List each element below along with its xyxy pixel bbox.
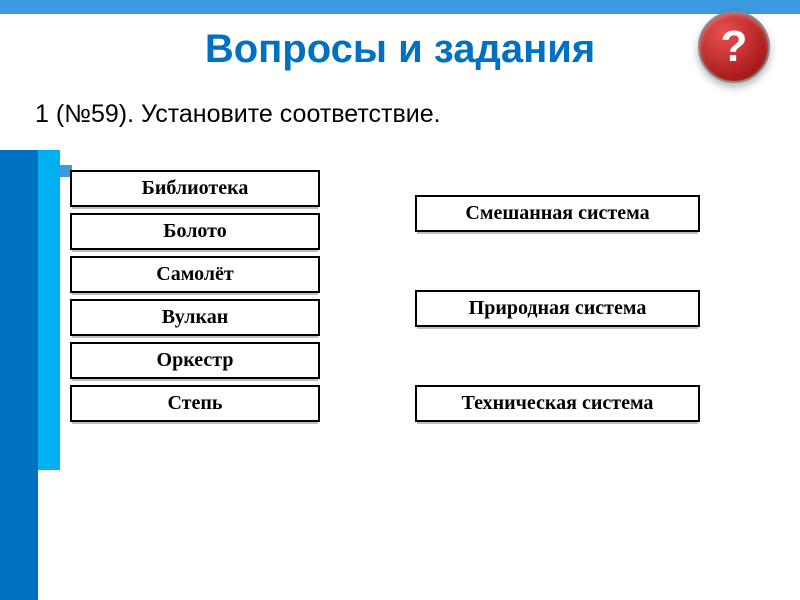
instruction-text: 1 (№59). Установите соответствие.	[35, 100, 441, 129]
header: Вопросы и задания	[0, 14, 800, 84]
question-mark-icon: ?	[721, 22, 748, 72]
category-label: Природная система	[469, 297, 647, 319]
category-label: Техническая система	[462, 392, 654, 414]
left-stripe-primary	[0, 150, 38, 600]
left-stripe-secondary	[38, 150, 60, 470]
item-label: Библиотека	[142, 177, 249, 199]
page-title: Вопросы и задания	[205, 27, 595, 72]
category-box[interactable]: Природная система	[415, 290, 700, 327]
item-label: Оркестр	[157, 349, 234, 371]
item-label: Болото	[163, 220, 226, 242]
item-label: Степь	[168, 392, 223, 414]
list-item[interactable]: Вулкан	[70, 299, 320, 336]
item-label: Вулкан	[162, 306, 229, 328]
item-label: Самолёт	[156, 263, 233, 285]
list-item[interactable]: Болото	[70, 213, 320, 250]
category-box[interactable]: Техническая система	[415, 385, 700, 422]
category-box[interactable]: Смешанная система	[415, 195, 700, 232]
list-item[interactable]: Степь	[70, 385, 320, 422]
list-item[interactable]: Библиотека	[70, 170, 320, 207]
category-label: Смешанная система	[465, 202, 649, 224]
list-item[interactable]: Самолёт	[70, 256, 320, 293]
list-item[interactable]: Оркестр	[70, 342, 320, 379]
top-stripe	[0, 0, 800, 14]
help-button[interactable]: ?	[698, 11, 770, 83]
left-column: Библиотека Болото Самолёт Вулкан Оркестр…	[70, 170, 320, 428]
help-icon: ?	[698, 11, 770, 83]
right-column: Смешанная система Природная система Техн…	[415, 195, 700, 480]
